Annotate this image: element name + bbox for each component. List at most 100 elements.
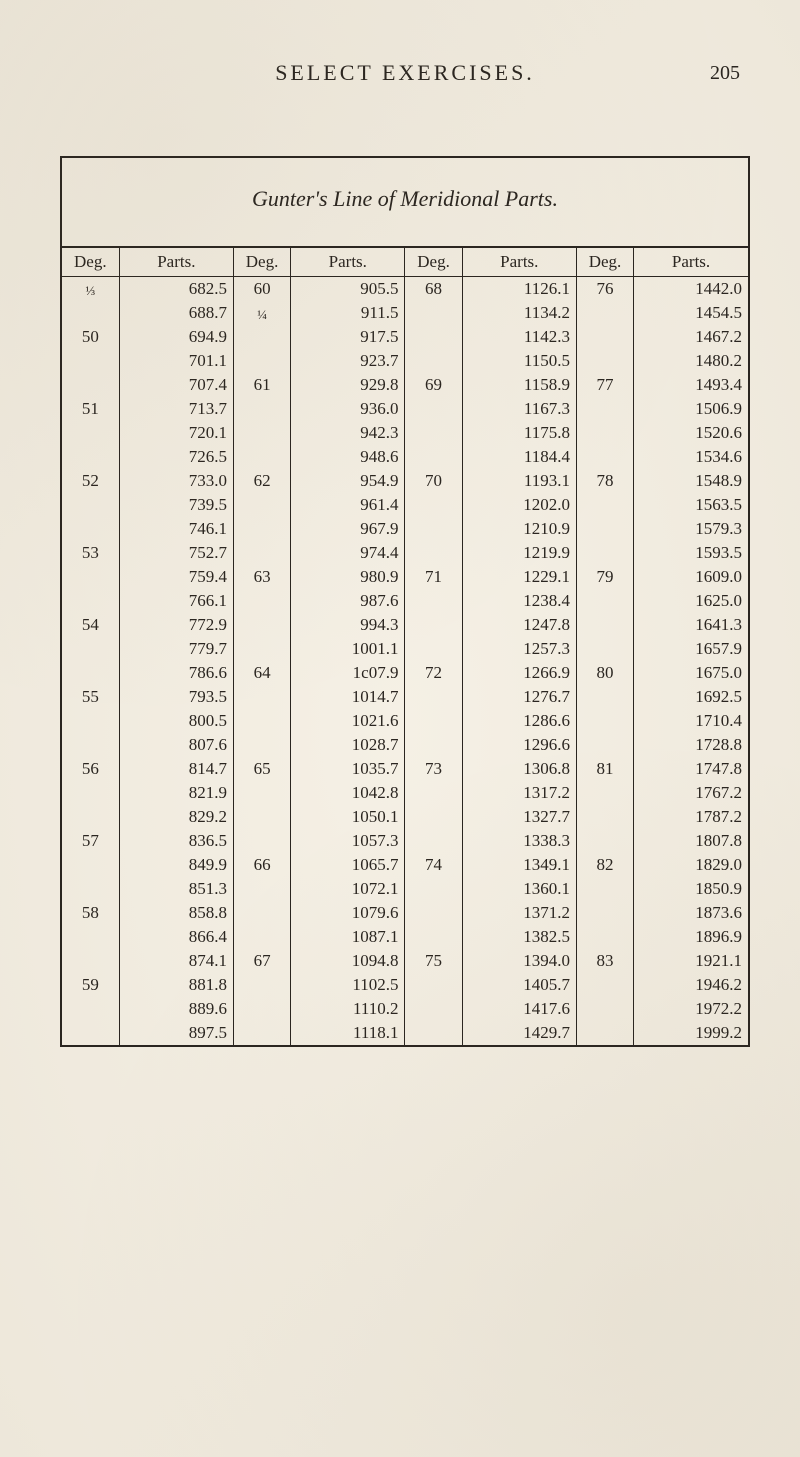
cell-deg [405,1021,462,1045]
table-row: 746.1967.91210.91579.3 [62,517,748,541]
cell-parts: 1065.7 [291,853,405,877]
cell-parts: 1787.2 [634,805,748,829]
table-row: 897.51118.11429.71999.2 [62,1021,748,1045]
cell-parts: 1747.8 [634,757,748,781]
cell-deg: 60 [233,277,290,302]
cell-deg: 72 [405,661,462,685]
cell-deg [62,565,119,589]
cell-parts: 807.6 [119,733,233,757]
cell-deg [62,637,119,661]
cell-deg [576,325,633,349]
cell-deg [62,517,119,541]
table-row: 52733.062954.9701193.1781548.9 [62,469,748,493]
cell-parts: 874.1 [119,949,233,973]
col-header: Parts. [291,247,405,277]
cell-deg: 63 [233,565,290,589]
cell-deg [62,373,119,397]
cell-parts: 1079.6 [291,901,405,925]
cell-parts: 733.0 [119,469,233,493]
cell-deg: 74 [405,853,462,877]
cell-deg [576,877,633,901]
cell-deg [576,445,633,469]
cell-deg [405,997,462,1021]
table-row: 701.1923.71150.51480.2 [62,349,748,373]
cell-deg [405,613,462,637]
cell-deg [405,445,462,469]
cell-parts: 1175.8 [462,421,576,445]
cell-parts: 1286.6 [462,709,576,733]
table-row: 50694.9917.51142.31467.2 [62,325,748,349]
cell-deg [576,541,633,565]
table-row: 766.1987.61238.41625.0 [62,589,748,613]
cell-parts: 1625.0 [634,589,748,613]
cell-parts: 726.5 [119,445,233,469]
cell-parts: 821.9 [119,781,233,805]
cell-parts: 1202.0 [462,493,576,517]
cell-deg [62,493,119,517]
cell-deg [405,541,462,565]
cell-deg [62,589,119,613]
cell-parts: 1021.6 [291,709,405,733]
cell-parts: 682.5 [119,277,233,302]
cell-parts: 1050.1 [291,805,405,829]
table-row: 807.61028.71296.61728.8 [62,733,748,757]
cell-parts: 1429.7 [462,1021,576,1045]
cell-deg [576,517,633,541]
cell-deg [576,637,633,661]
cell-deg [62,661,119,685]
cell-deg: 54 [62,613,119,637]
cell-parts: 1042.8 [291,781,405,805]
cell-parts: 1921.1 [634,949,748,973]
table-row: 720.1942.31175.81520.6 [62,421,748,445]
cell-deg: 58 [62,901,119,925]
table-row: 851.31072.11360.11850.9 [62,877,748,901]
cell-deg [233,925,290,949]
cell-parts: 866.4 [119,925,233,949]
table-body: ⅓682.560905.5681126.1761442.0688.7¼911.5… [62,277,748,1046]
table-row: 874.1671094.8751394.0831921.1 [62,949,748,973]
table-row: 51713.7936.01167.31506.9 [62,397,748,421]
cell-deg: 59 [62,973,119,997]
cell-deg [405,301,462,325]
cell-parts: 1126.1 [462,277,576,302]
cell-parts: 1296.6 [462,733,576,757]
cell-deg [233,1021,290,1045]
cell-deg [233,493,290,517]
cell-parts: 1c07.9 [291,661,405,685]
cell-deg [405,517,462,541]
cell-parts: 1454.5 [634,301,748,325]
table-row: 739.5961.41202.01563.5 [62,493,748,517]
cell-deg [576,973,633,997]
cell-deg [405,421,462,445]
cell-parts: 1238.4 [462,589,576,613]
cell-parts: 936.0 [291,397,405,421]
cell-parts: 829.2 [119,805,233,829]
cell-deg [405,781,462,805]
cell-parts: 1467.2 [634,325,748,349]
cell-deg: 68 [405,277,462,302]
cell-parts: 1118.1 [291,1021,405,1045]
cell-deg: 83 [576,949,633,973]
cell-parts: 881.8 [119,973,233,997]
cell-deg: 50 [62,325,119,349]
cell-parts: 701.1 [119,349,233,373]
cell-parts: 1657.9 [634,637,748,661]
cell-deg [233,421,290,445]
cell-deg [576,829,633,853]
cell-parts: 694.9 [119,325,233,349]
cell-parts: 1850.9 [634,877,748,901]
table-row: 707.461929.8691158.9771493.4 [62,373,748,397]
cell-parts: 786.6 [119,661,233,685]
cell-deg [405,397,462,421]
cell-parts: 1306.8 [462,757,576,781]
cell-deg [576,301,633,325]
table-row: 57836.51057.31338.31807.8 [62,829,748,853]
cell-deg [233,997,290,1021]
cell-deg [576,901,633,925]
cell-deg [233,589,290,613]
cell-deg [233,829,290,853]
cell-deg [62,997,119,1021]
cell-parts: 1134.2 [462,301,576,325]
cell-deg [405,733,462,757]
cell-deg [233,733,290,757]
